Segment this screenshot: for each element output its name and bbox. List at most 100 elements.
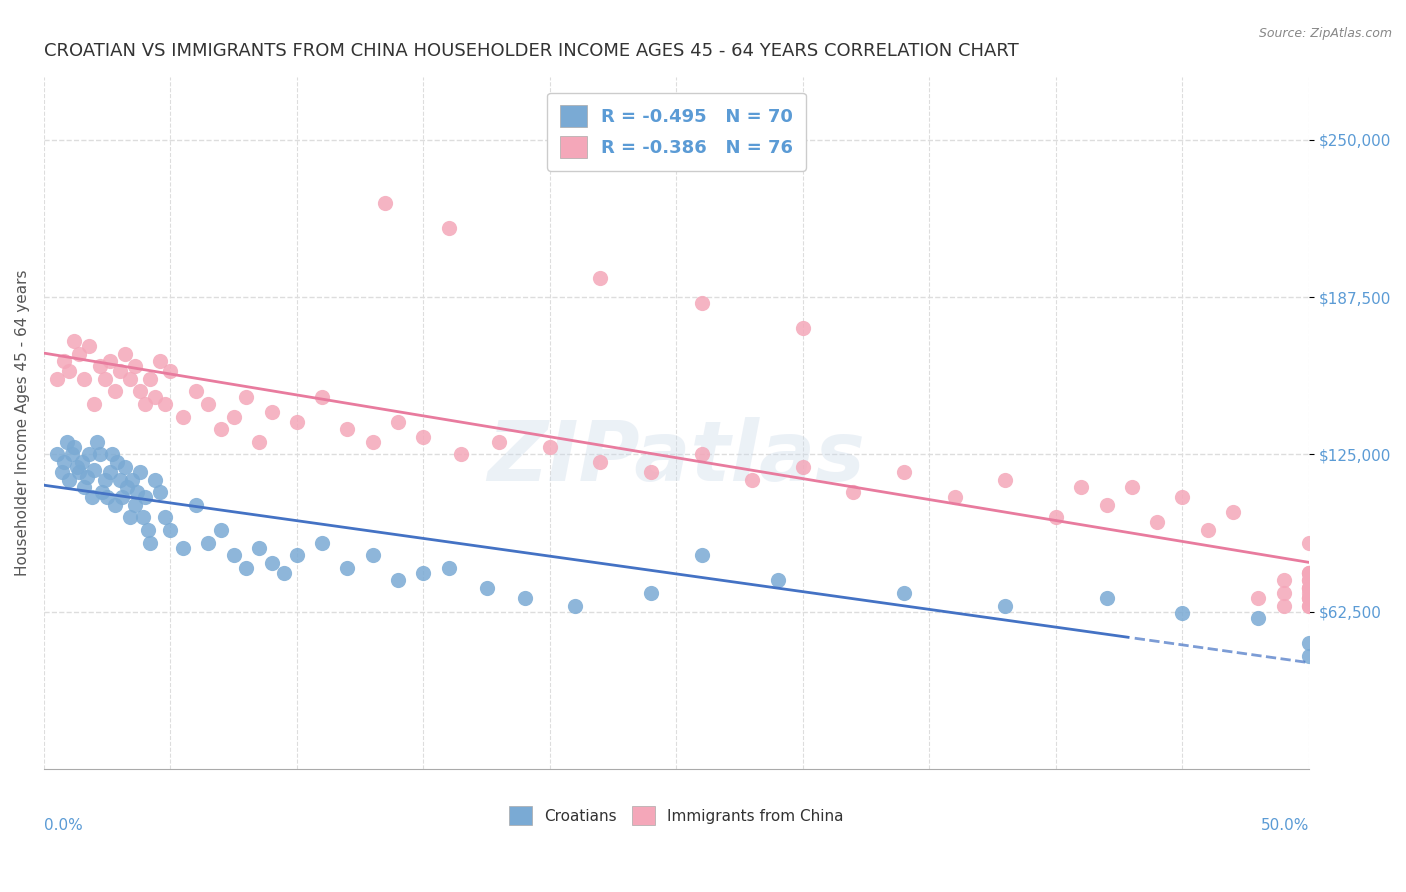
Point	[155, 397, 177, 411]
Text: CROATIAN VS IMMIGRANTS FROM CHINA HOUSEHOLDER INCOME AGES 45 - 64 YEARS CORRELAT: CROATIAN VS IMMIGRANTS FROM CHINA HOUSEH…	[44, 42, 1018, 60]
Point	[311, 390, 333, 404]
Point	[475, 581, 498, 595]
Point	[222, 409, 245, 424]
Point	[222, 548, 245, 562]
Point	[538, 440, 561, 454]
Point	[690, 548, 713, 562]
Point	[66, 460, 89, 475]
Point	[488, 434, 510, 449]
Point	[117, 480, 139, 494]
Point	[172, 409, 194, 424]
Point	[374, 195, 396, 210]
Point	[93, 372, 115, 386]
Point	[943, 490, 966, 504]
Point	[273, 566, 295, 580]
Point	[1298, 636, 1320, 650]
Point	[63, 334, 86, 348]
Point	[1298, 586, 1320, 600]
Point	[640, 586, 662, 600]
Point	[76, 470, 98, 484]
Point	[1247, 611, 1270, 625]
Point	[111, 490, 134, 504]
Point	[51, 465, 73, 479]
Point	[589, 271, 612, 285]
Point	[134, 490, 156, 504]
Point	[143, 473, 166, 487]
Point	[83, 397, 105, 411]
Point	[139, 535, 162, 549]
Point	[766, 574, 789, 588]
Point	[149, 354, 172, 368]
Point	[96, 490, 118, 504]
Point	[143, 390, 166, 404]
Point	[247, 541, 270, 555]
Point	[1298, 566, 1320, 580]
Point	[139, 372, 162, 386]
Point	[118, 372, 141, 386]
Point	[53, 455, 76, 469]
Point	[159, 523, 181, 537]
Point	[1070, 480, 1092, 494]
Point	[124, 359, 146, 374]
Point	[114, 347, 136, 361]
Point	[1298, 591, 1320, 605]
Point	[53, 354, 76, 368]
Point	[285, 415, 308, 429]
Point	[80, 490, 103, 504]
Point	[741, 473, 763, 487]
Point	[60, 447, 83, 461]
Point	[1298, 648, 1320, 663]
Point	[114, 460, 136, 475]
Point	[1298, 574, 1320, 588]
Point	[98, 465, 121, 479]
Point	[108, 473, 131, 487]
Point	[45, 372, 67, 386]
Point	[336, 561, 359, 575]
Point	[1095, 498, 1118, 512]
Point	[149, 485, 172, 500]
Point	[893, 465, 915, 479]
Point	[1171, 606, 1194, 620]
Point	[1247, 591, 1270, 605]
Point	[1298, 566, 1320, 580]
Point	[1298, 581, 1320, 595]
Point	[58, 364, 80, 378]
Point	[361, 434, 384, 449]
Point	[67, 465, 90, 479]
Point	[640, 465, 662, 479]
Point	[70, 455, 93, 469]
Point	[197, 397, 219, 411]
Point	[127, 485, 149, 500]
Point	[1298, 599, 1320, 613]
Point	[1171, 490, 1194, 504]
Point	[83, 462, 105, 476]
Point	[197, 535, 219, 549]
Point	[260, 556, 283, 570]
Point	[412, 566, 434, 580]
Point	[184, 498, 207, 512]
Point	[994, 473, 1017, 487]
Point	[1222, 505, 1244, 519]
Text: Source: ZipAtlas.com: Source: ZipAtlas.com	[1258, 27, 1392, 40]
Point	[1272, 574, 1295, 588]
Point	[412, 430, 434, 444]
Point	[118, 510, 141, 524]
Point	[155, 510, 177, 524]
Point	[105, 455, 128, 469]
Point	[124, 498, 146, 512]
Point	[1272, 586, 1295, 600]
Point	[387, 574, 409, 588]
Point	[101, 447, 124, 461]
Point	[1298, 581, 1320, 595]
Point	[437, 561, 460, 575]
Point	[1095, 591, 1118, 605]
Point	[792, 460, 814, 475]
Point	[79, 339, 101, 353]
Point	[1197, 523, 1219, 537]
Legend: Croatians, Immigrants from China: Croatians, Immigrants from China	[503, 800, 849, 831]
Point	[690, 447, 713, 461]
Point	[129, 465, 152, 479]
Point	[58, 473, 80, 487]
Point	[842, 485, 865, 500]
Point	[994, 599, 1017, 613]
